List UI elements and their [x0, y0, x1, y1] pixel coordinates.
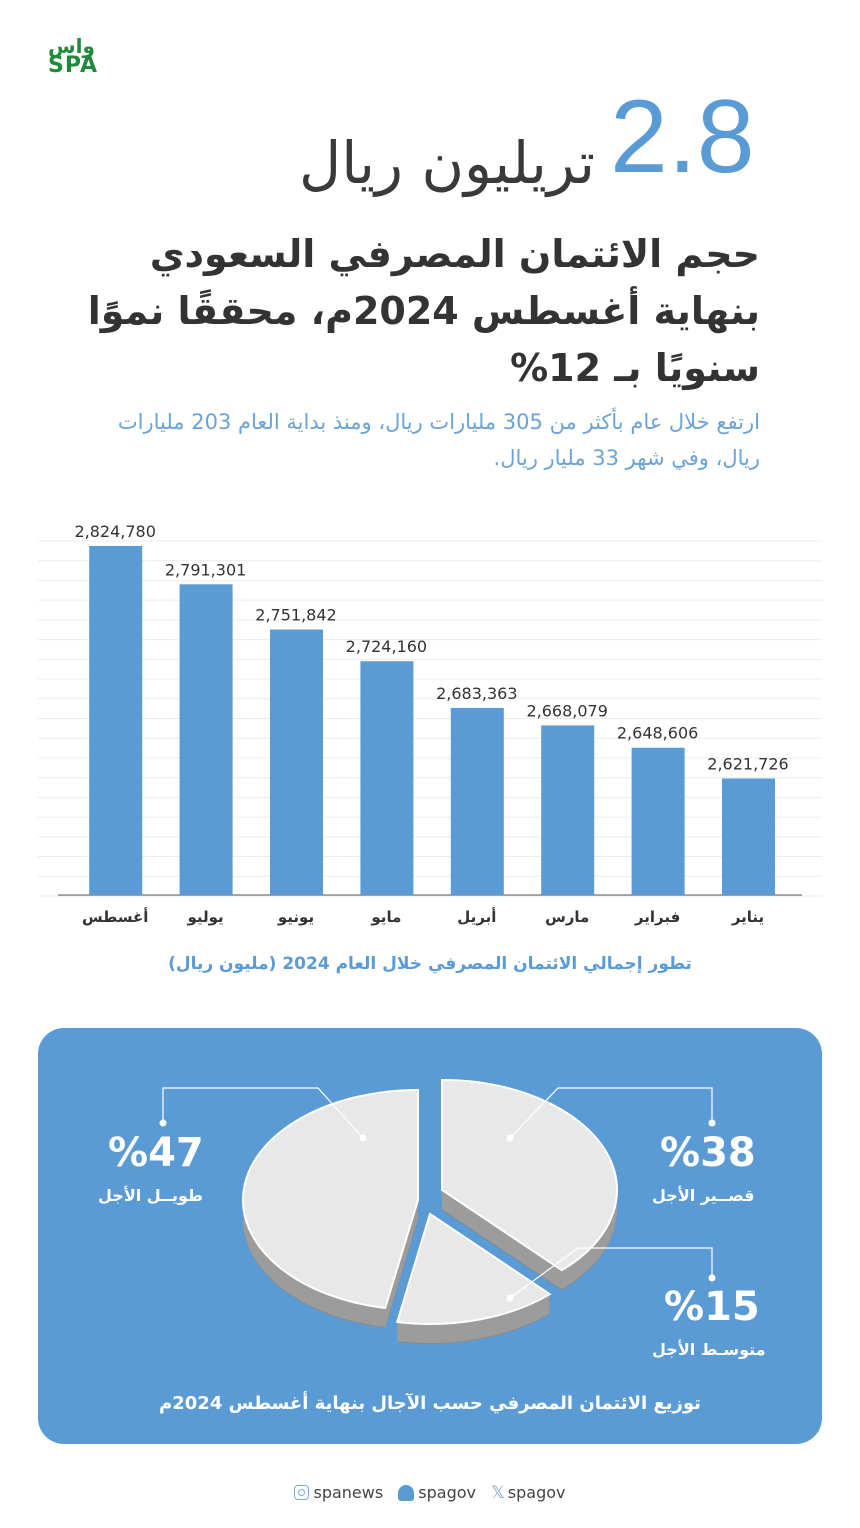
leader-dot	[506, 1294, 514, 1302]
bar-data-label: 2,621,726	[707, 755, 788, 774]
x-tick-label: أغسطس	[82, 907, 148, 926]
pie-pct-short: %38	[660, 1130, 756, 1176]
snapchat-icon	[398, 1484, 415, 1501]
x-tick-label: مايو	[370, 908, 401, 926]
snapchat-handle[interactable]: spagov	[418, 1483, 476, 1502]
instagram-handle[interactable]: spanews	[313, 1483, 384, 1502]
leader-line	[509, 1247, 713, 1299]
leader-dot	[359, 1134, 367, 1142]
leader-dot	[708, 1274, 716, 1282]
x-tick-label: يونيو	[277, 908, 314, 926]
bar	[722, 778, 775, 895]
bar	[270, 629, 323, 895]
subtext: ارتفع خلال عام بأكثر من 305 مليارات ريال…	[117, 410, 760, 470]
bar	[450, 707, 504, 895]
bar-data-label: 2,751,842	[255, 606, 336, 625]
hero-number: 2.8	[610, 79, 755, 195]
x-icon: 𝕏	[491, 1482, 505, 1503]
x-tick-label: فبراير	[634, 908, 680, 926]
x-tick-label: مارس	[545, 908, 589, 926]
instagram-icon	[294, 1485, 310, 1500]
bar-data-label: 2,824,780	[74, 522, 155, 541]
pie-slice	[441, 1078, 618, 1272]
leader-line	[509, 1087, 713, 1139]
bar-data-label: 2,683,363	[436, 684, 517, 703]
bar	[360, 661, 414, 895]
bar	[541, 725, 595, 895]
x-tick-label: أبريل	[457, 907, 496, 926]
x-handle[interactable]: spagov	[507, 1483, 566, 1502]
bar	[89, 545, 143, 895]
hero-unit: تريليون ريال	[299, 129, 595, 197]
leader-dot	[708, 1119, 716, 1127]
pie-slice	[241, 1088, 419, 1310]
spa-logo: واس SPA	[48, 34, 112, 78]
bar-chart-caption: تطور إجمالي الائتمان المصرفي خلال العام …	[168, 954, 692, 974]
headline: حجم الائتمان المصرفي السعودي بنهاية أغسط…	[87, 232, 760, 390]
pie-pct-medium: %15	[664, 1284, 760, 1330]
logo-english: SPA	[48, 53, 98, 78]
leader-dot	[506, 1134, 514, 1142]
pie-label-short: قصــير الأجل	[652, 1186, 755, 1205]
x-tick-label: يوليو	[186, 908, 223, 926]
bar-data-label: 2,724,160	[346, 637, 427, 656]
bar-chart: 2,621,726 يناير 2,648,606 فبراير 2,668,079 ما…	[38, 522, 822, 926]
bar	[179, 584, 233, 895]
pie-label-medium: متوسـط الأجل	[652, 1340, 766, 1359]
bar-data-label: 2,668,079	[526, 701, 607, 720]
pie-label-long: طويــل الأجل	[98, 1186, 204, 1205]
bar-data-label: 2,791,301	[165, 560, 246, 579]
logo-arabic: واس	[48, 34, 95, 58]
x-tick-label: يناير	[731, 908, 764, 926]
pie-chart-caption: توزيع الائتمان المصرفي حسب الآجال بنهاية…	[159, 1393, 701, 1414]
leader-dot	[159, 1119, 167, 1127]
pie-chart	[159, 1078, 716, 1344]
bar-data-label: 2,648,606	[617, 724, 698, 743]
leader-line	[162, 1087, 364, 1139]
bar	[631, 747, 685, 895]
pie-pct-long: %47	[108, 1130, 204, 1176]
